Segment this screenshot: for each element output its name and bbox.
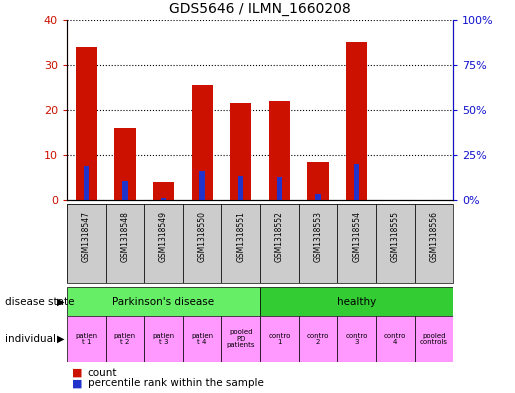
Text: GSM1318553: GSM1318553 (314, 211, 322, 262)
FancyBboxPatch shape (299, 316, 337, 362)
FancyBboxPatch shape (221, 316, 260, 362)
FancyBboxPatch shape (106, 204, 144, 283)
FancyBboxPatch shape (144, 204, 183, 283)
FancyBboxPatch shape (415, 316, 453, 362)
Title: GDS5646 / ILMN_1660208: GDS5646 / ILMN_1660208 (169, 2, 351, 16)
FancyBboxPatch shape (376, 204, 415, 283)
Text: GSM1318548: GSM1318548 (121, 211, 129, 261)
Bar (230, 103, 251, 200)
Text: contro
2: contro 2 (307, 333, 329, 345)
Bar (83, 166, 89, 200)
FancyBboxPatch shape (183, 316, 221, 362)
Bar (315, 194, 321, 200)
Bar (76, 47, 97, 200)
FancyBboxPatch shape (106, 316, 144, 362)
Text: ▶: ▶ (57, 334, 64, 344)
Bar (114, 128, 135, 200)
Text: GSM1318554: GSM1318554 (352, 211, 361, 262)
Bar (269, 101, 290, 200)
FancyBboxPatch shape (415, 204, 453, 283)
FancyBboxPatch shape (260, 287, 453, 316)
Text: patien
t 1: patien t 1 (75, 333, 97, 345)
Text: disease state: disease state (5, 297, 75, 307)
FancyBboxPatch shape (337, 316, 376, 362)
Text: percentile rank within the sample: percentile rank within the sample (88, 378, 264, 388)
Text: GSM1318556: GSM1318556 (430, 211, 438, 262)
Text: ■: ■ (72, 378, 82, 388)
FancyBboxPatch shape (376, 316, 415, 362)
Bar (122, 180, 128, 200)
Text: patien
t 3: patien t 3 (152, 333, 175, 345)
Bar (192, 85, 213, 200)
Text: count: count (88, 367, 117, 378)
FancyBboxPatch shape (337, 204, 376, 283)
Text: pooled
PD
patients: pooled PD patients (227, 329, 255, 349)
Text: healthy: healthy (337, 297, 376, 307)
Text: GSM1318547: GSM1318547 (82, 211, 91, 262)
Text: contro
4: contro 4 (384, 333, 406, 345)
Text: Parkinson's disease: Parkinson's disease (112, 297, 215, 307)
Text: individual: individual (5, 334, 56, 344)
FancyBboxPatch shape (183, 204, 221, 283)
Bar (153, 182, 174, 200)
Bar (346, 42, 367, 200)
FancyBboxPatch shape (260, 204, 299, 283)
FancyBboxPatch shape (67, 287, 260, 316)
Bar (199, 171, 205, 200)
Bar (161, 198, 166, 200)
Bar (354, 164, 359, 200)
FancyBboxPatch shape (67, 316, 106, 362)
FancyBboxPatch shape (299, 204, 337, 283)
Bar (277, 177, 282, 200)
Text: contro
3: contro 3 (346, 333, 368, 345)
FancyBboxPatch shape (221, 204, 260, 283)
Text: GSM1318549: GSM1318549 (159, 211, 168, 262)
Bar (307, 162, 329, 200)
Bar (238, 176, 244, 200)
FancyBboxPatch shape (144, 316, 183, 362)
Text: GSM1318555: GSM1318555 (391, 211, 400, 262)
FancyBboxPatch shape (67, 204, 106, 283)
Text: GSM1318551: GSM1318551 (236, 211, 245, 261)
Text: GSM1318550: GSM1318550 (198, 211, 207, 262)
FancyBboxPatch shape (67, 204, 453, 283)
Text: patien
t 4: patien t 4 (191, 333, 213, 345)
Text: ▶: ▶ (57, 297, 64, 307)
Text: pooled
controls: pooled controls (420, 333, 448, 345)
Text: GSM1318552: GSM1318552 (275, 211, 284, 261)
Text: ■: ■ (72, 367, 82, 378)
Text: patien
t 2: patien t 2 (114, 333, 136, 345)
Text: contro
1: contro 1 (268, 333, 290, 345)
FancyBboxPatch shape (260, 316, 299, 362)
